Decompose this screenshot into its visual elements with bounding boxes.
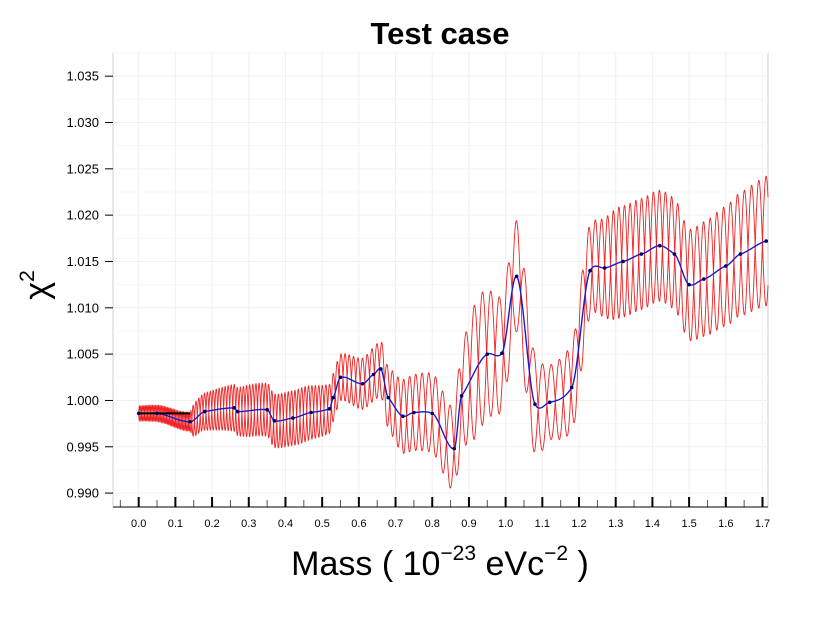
x-tick-label: 1.3 (608, 518, 623, 530)
fit-point (232, 406, 236, 410)
x-axis-label-pre: Mass ( 10 (291, 545, 440, 583)
fit-point (738, 252, 743, 256)
x-tick-label: 1.2 (571, 518, 586, 530)
y-tick-label: 1.035 (66, 69, 99, 84)
x-axis-label: Mass ( 10−23 eVc−2 ) (291, 542, 589, 583)
fit-point (188, 419, 192, 424)
x-tick-label: 1.6 (718, 518, 733, 530)
y-axis-label: χ2 (16, 270, 56, 300)
fit-point (621, 259, 625, 264)
fit-point (500, 351, 504, 356)
fit-point (136, 411, 141, 416)
y-axis-label-base: χ (18, 282, 56, 300)
chart-title: Test case (370, 16, 509, 51)
y-tick-label: 1.005 (66, 347, 99, 362)
plot-area (112, 52, 769, 508)
x-axis-label-exp1: −23 (440, 542, 476, 565)
fit-point (360, 381, 365, 386)
x-tick-label: 1.5 (681, 518, 696, 530)
points-layer (136, 239, 768, 451)
envelope-upper-curve (138, 179, 769, 476)
x-axis-label-exp2: −2 (544, 542, 568, 565)
x-tick-label: 0.2 (204, 518, 219, 530)
x-tick-label: 0.0 (131, 518, 146, 530)
y-tick-label: 0.995 (66, 439, 99, 454)
x-axis: 0.0 0.1 0.2 0.3 0.4 0.5 0.6 0.7 0.8 0.9 1.0 1.1 1.2 1… (113, 497, 770, 530)
x-axis-label-mid: eVc (476, 545, 544, 583)
y-tick-label: 1.010 (66, 300, 99, 315)
fit-point (327, 406, 332, 411)
fit-point (202, 409, 207, 414)
x-axis-label-post: ) (568, 545, 589, 583)
grid (113, 52, 768, 507)
x-tick-label: 1.1 (535, 518, 550, 530)
envelope-lower-curve (138, 175, 769, 489)
x-tick-label: 0.3 (241, 518, 256, 530)
fit-point (639, 252, 644, 256)
x-tick-label: 1.0 (498, 518, 513, 530)
y-tick-label: 1.025 (66, 161, 99, 176)
fit-point (701, 277, 706, 281)
y-tick-label: 0.990 (66, 486, 99, 501)
x-tick-label: 0.8 (425, 518, 440, 530)
x-tick-label: 0.9 (461, 518, 476, 530)
fit-point (514, 274, 519, 279)
y-tick-label: 1.000 (66, 393, 99, 408)
y-axis-label-exponent: 2 (16, 270, 39, 282)
x-tick-label: 0.7 (388, 518, 403, 530)
fit-point (371, 372, 376, 377)
fit-point (459, 394, 464, 398)
fit-point (569, 385, 574, 390)
fit-point (430, 411, 435, 416)
envelope-layer (138, 175, 769, 489)
fit-point (657, 243, 662, 248)
fit-point (309, 410, 313, 415)
fit-point (272, 419, 277, 423)
x-tick-label: 0.4 (278, 518, 293, 530)
x-tick-label: 1.7 (755, 518, 770, 530)
fit-point (412, 410, 416, 415)
fit-point (386, 395, 391, 400)
fit-point (602, 266, 607, 270)
fit-point (291, 416, 295, 420)
x-tick-label: 0.5 (315, 518, 330, 530)
fit-point (338, 375, 343, 380)
fit-point (331, 395, 335, 400)
fit-point (485, 352, 490, 356)
fit-point (724, 264, 728, 268)
x-tick-label: 0.6 (351, 518, 366, 530)
fit-point (235, 409, 240, 414)
x-tick-label: 0.1 (168, 518, 183, 530)
fit-point (687, 282, 691, 287)
fit-point (379, 367, 383, 371)
x-tick-label: 1.4 (645, 518, 660, 530)
y-tick-label: 1.015 (66, 254, 99, 269)
y-tick-label: 1.030 (66, 115, 99, 130)
y-tick-label: 1.020 (66, 208, 99, 223)
fit-point (547, 400, 552, 405)
fit-point (533, 402, 537, 406)
fit-point (452, 446, 457, 451)
fit-point (764, 239, 768, 243)
fit-point (155, 411, 159, 416)
fit-point (672, 252, 677, 256)
y-axis: 0.990 0.995 1.000 1.005 1.010 1.015 1.020 1.025… (66, 69, 113, 501)
fit-point (265, 407, 269, 412)
fit-point (401, 414, 405, 419)
fit-point (588, 268, 592, 273)
